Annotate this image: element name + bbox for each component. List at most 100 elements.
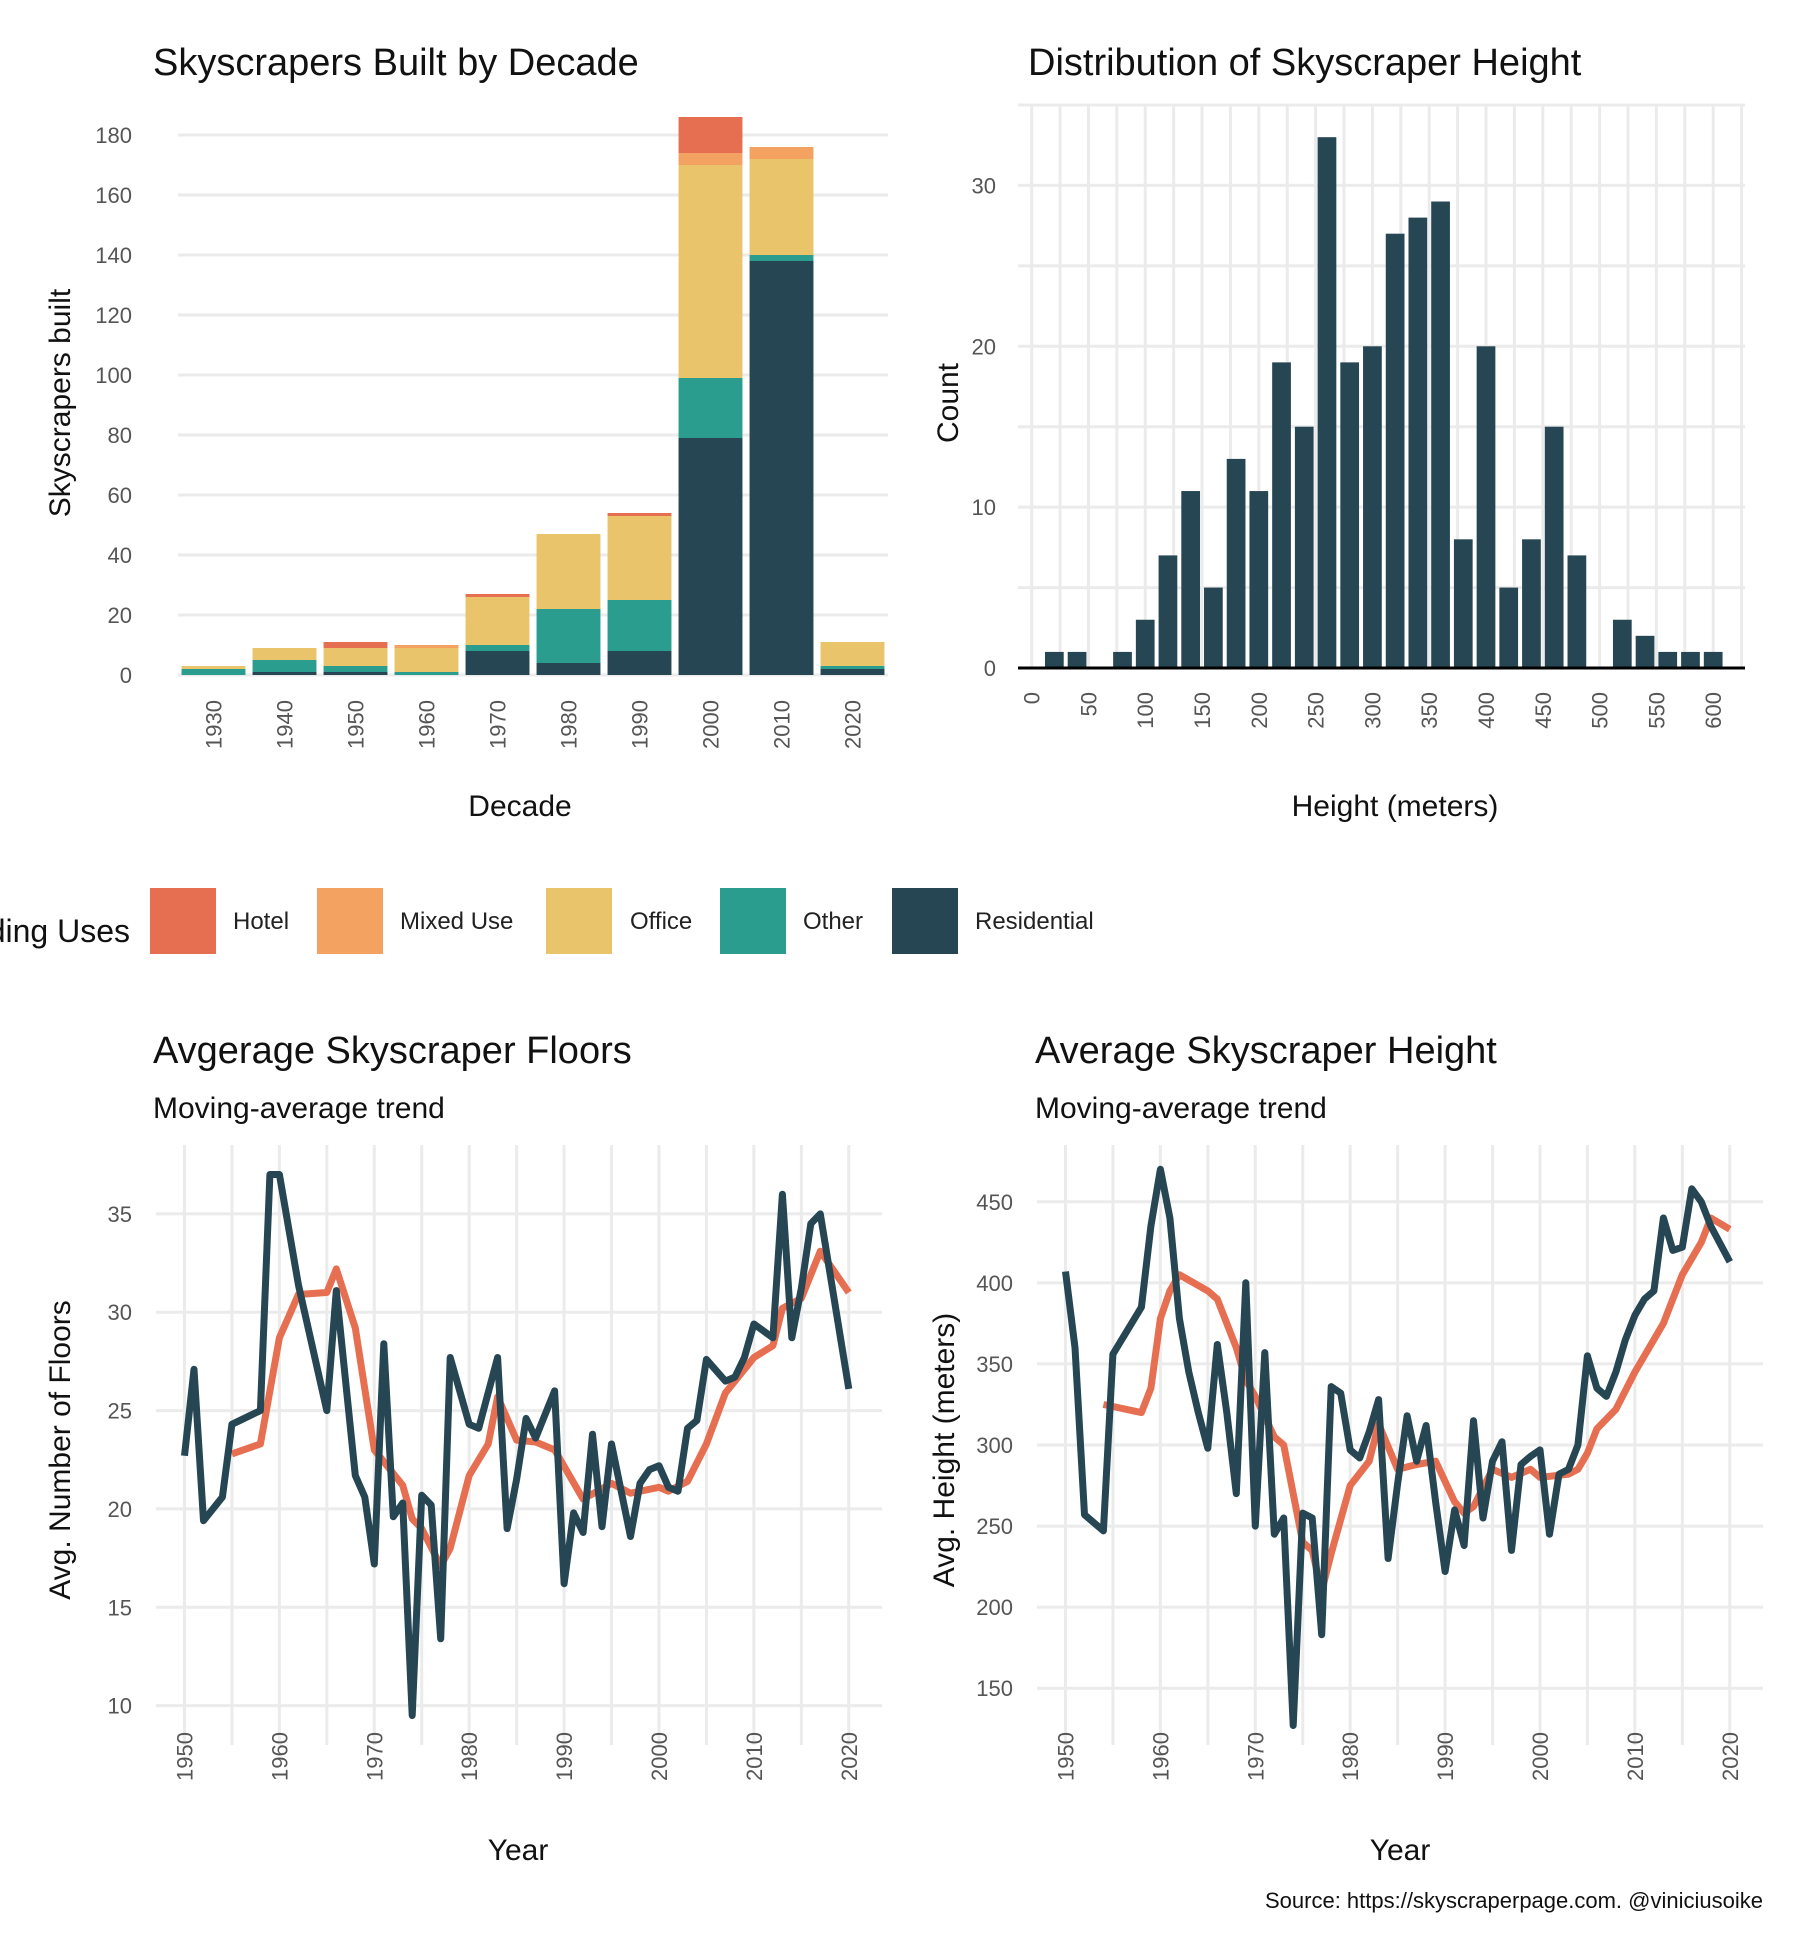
bar-segment-residential [678,438,743,675]
chart-title: Avgerage Skyscraper Floors [153,1030,632,1072]
y-tick-label: 140 [95,243,132,268]
bar-segment-other [394,672,459,675]
y-tick-label: 20 [108,1497,132,1522]
y-tick-label: 25 [108,1399,132,1424]
histogram-bar [1135,619,1155,668]
x-tick-label: 1980 [457,1732,482,1781]
bar-segment-office [252,648,317,660]
x-tick-label: 1970 [362,1732,387,1781]
x-tick-label: 1960 [1148,1732,1173,1781]
bar-segment-office [607,516,672,600]
bar-segment-hotel [465,594,530,597]
x-tick-label: 1950 [1053,1732,1078,1781]
y-tick-label: 60 [108,483,132,508]
bar-segment-other [252,660,317,672]
y-tick-label: 20 [972,334,996,359]
x-tick-label: 2000 [699,700,724,749]
bar-segment-other [749,255,814,261]
series-line-moving-average [230,1247,852,1570]
legend-key-office [546,888,612,954]
bar-segment-other [607,600,672,651]
y-tick-label: 160 [95,183,132,208]
x-tick-label: 1930 [202,700,227,749]
bar-segment-mixed-use [749,147,814,159]
x-axis-label: Decade [468,790,571,823]
x-tick-label: 2020 [841,700,866,749]
bar-segment-other [820,666,885,669]
histogram-bar [1703,651,1723,668]
chart-title: Distribution of Skyscraper Height [1028,42,1582,84]
histogram-bar [1044,651,1064,668]
bar-segment-residential [465,651,530,675]
chart-title: Average Skyscraper Height [1035,1030,1497,1072]
bar-segment-office [536,534,601,609]
x-axis-label: Year [488,1834,549,1867]
histogram-bar [1067,651,1087,668]
bar-segment-mixed-use [678,153,743,165]
y-tick-label: 350 [976,1352,1013,1377]
legend-key-residential [892,888,958,954]
bar-segment-office [678,165,743,378]
x-tick-label: 1940 [273,700,298,749]
chart-subtitle: Moving-average trend [1035,1092,1327,1125]
histogram-bar [1226,458,1246,668]
y-axis-label: Count [932,362,965,443]
histogram-bar [1272,362,1291,668]
legend-key-mixed-use [317,888,383,954]
bar-segment-other [536,609,601,663]
y-tick-label: 120 [95,303,132,328]
x-tick-label: 2010 [770,700,795,749]
x-tick-label: 500 [1588,692,1613,729]
y-tick-label: 400 [976,1271,1013,1296]
bar-segment-other [323,666,388,672]
y-tick-label: 200 [976,1595,1013,1620]
x-tick-label: 450 [1531,692,1556,729]
y-tick-label: 10 [108,1694,132,1719]
x-tick-label: 50 [1076,692,1101,716]
bar-segment-residential [252,672,317,675]
x-tick-label: 2020 [837,1732,862,1781]
histogram-bar [1522,539,1541,668]
bar-segment-other [465,645,530,651]
x-tick-label: 1960 [415,700,440,749]
chart-average-height: Average Skyscraper Height Moving-average… [928,1030,1763,1867]
histogram-bar [1567,555,1587,668]
x-tick-label: 2000 [1528,1732,1553,1781]
histogram-bar [1340,362,1360,668]
y-tick-label: 180 [95,123,132,148]
histogram-bar [1658,651,1678,668]
legend-label: Residential [975,908,1094,935]
bar-segment-other [678,378,743,438]
histogram-bar [1249,491,1269,668]
bar-segment-office [323,648,388,666]
histogram-bar [1681,651,1700,668]
x-tick-label: 1990 [552,1732,577,1781]
x-tick-label: 200 [1247,692,1272,729]
bar-segment-residential [820,669,885,675]
x-tick-label: 2020 [1718,1732,1743,1781]
x-axis-label: Height (meters) [1292,790,1499,823]
bar-segment-office [394,648,459,672]
x-tick-label: 1980 [557,700,582,749]
bar-segment-residential [749,261,814,675]
x-tick-label: 1970 [486,700,511,749]
histogram-bar [1635,635,1655,668]
y-tick-label: 40 [108,543,132,568]
bar-segment-residential [323,672,388,675]
histogram-bar [1431,201,1450,668]
x-tick-label: 1990 [1433,1732,1458,1781]
x-tick-label: 2010 [742,1732,767,1781]
y-tick-label: 20 [108,603,132,628]
x-tick-label: 0 [1020,692,1045,704]
x-tick-label: 2010 [1623,1732,1648,1781]
y-axis-label: Avg. Height (meters) [928,1313,961,1588]
x-tick-label: 1950 [344,700,369,749]
x-tick-label: 1980 [1338,1732,1363,1781]
x-tick-label: 100 [1133,692,1158,729]
histogram-bar [1317,137,1337,668]
chart-subtitle: Moving-average trend [153,1092,445,1125]
y-axis-label: Skyscrapers built [44,288,77,517]
legend-key-hotel [150,888,216,954]
legend-label: Mixed Use [400,908,513,935]
